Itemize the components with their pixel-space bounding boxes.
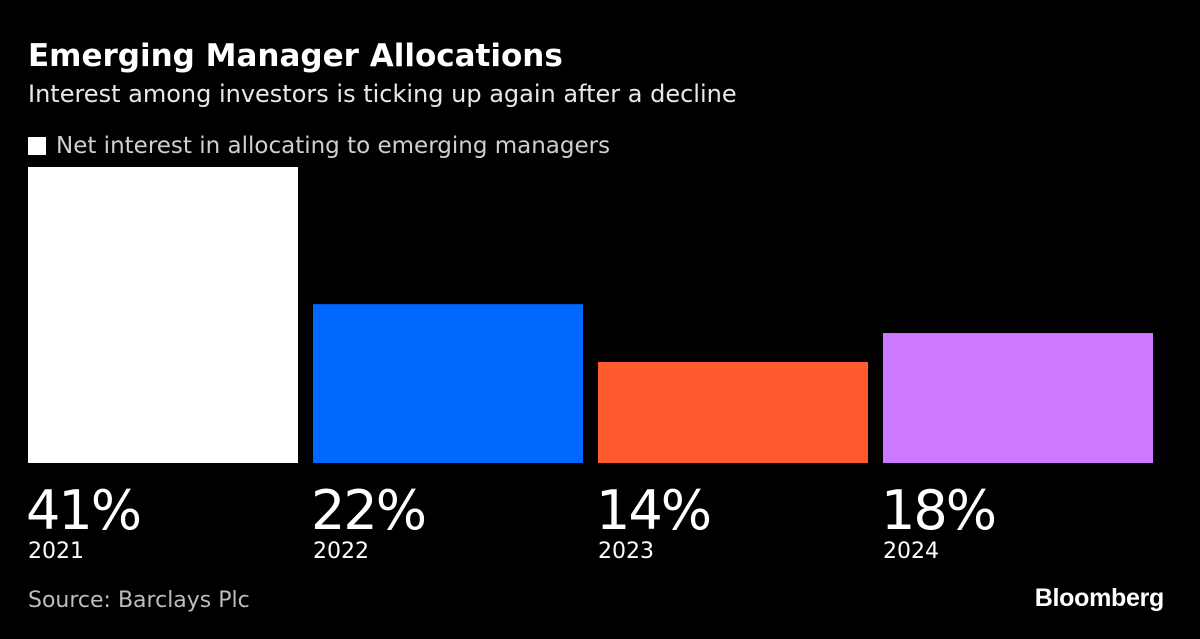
bar-chart: 41%2021 22%2022 14%2023 18%2024 (26, 167, 1153, 564)
category-label-2022: 2022 (313, 539, 369, 564)
category-label-2021: 2021 (28, 539, 84, 564)
value-label-2021: 41% (26, 479, 140, 542)
chart-title: Emerging Manager Allocations (28, 38, 563, 74)
category-label-2023: 2023 (598, 539, 654, 564)
source-note: Source: Barclays Plc (28, 588, 250, 613)
bar-2023 (598, 361, 868, 463)
legend-swatch (28, 137, 46, 155)
value-label-2022: 22% (311, 479, 425, 542)
legend-label: Net interest in allocating to emerging m… (56, 133, 611, 159)
value-label-2024: 18% (881, 479, 995, 542)
bar-2024 (883, 333, 1153, 463)
bar-2021 (28, 167, 298, 463)
bar-2022 (313, 304, 583, 463)
chart-subtitle: Interest among investors is ticking up a… (28, 80, 737, 108)
bloomberg-logo: Bloomberg (1034, 584, 1165, 612)
legend: Net interest in allocating to emerging m… (28, 130, 610, 162)
value-label-2023: 14% (596, 479, 710, 542)
category-label-2024: 2024 (883, 539, 939, 564)
